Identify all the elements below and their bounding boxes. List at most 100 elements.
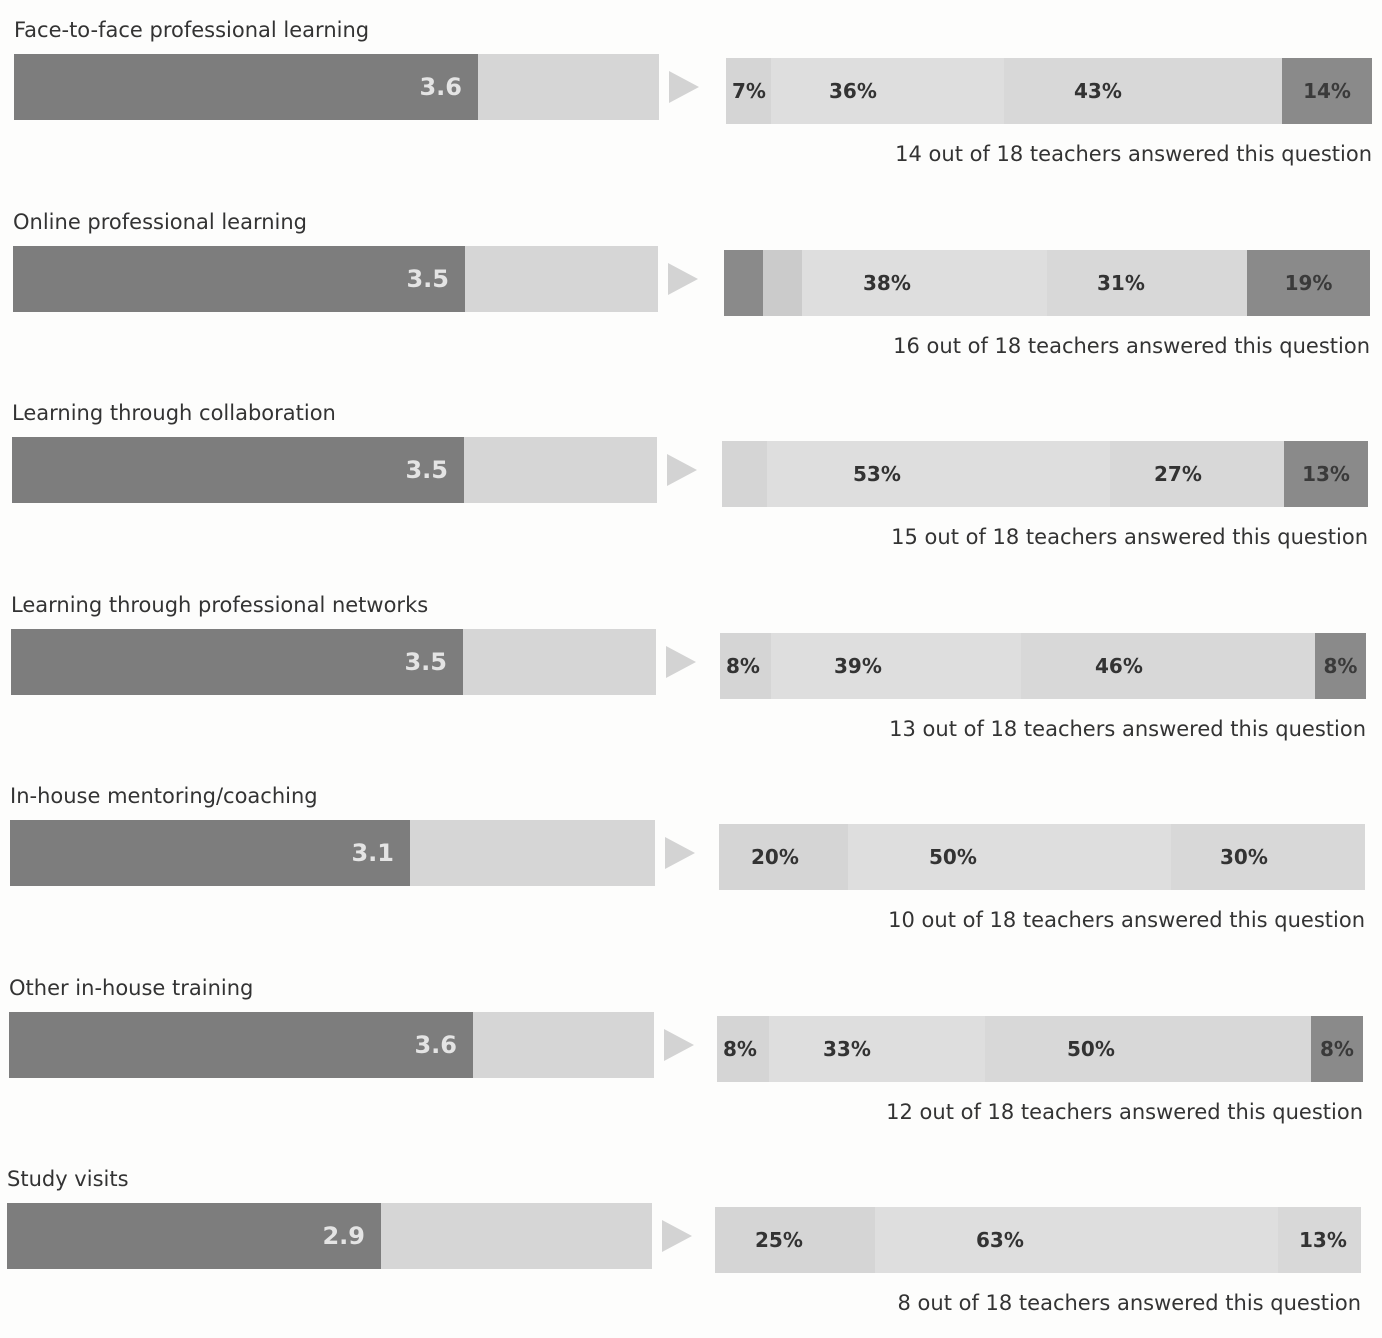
distribution-segment <box>769 1016 985 1082</box>
distribution-segment <box>848 824 1171 890</box>
distribution-segment <box>719 824 848 890</box>
score-bar <box>14 54 478 120</box>
segment-label: 8% <box>1323 654 1358 678</box>
distribution-bar: 25% 63% 13% <box>715 1207 1361 1273</box>
segment-label: 19% <box>1284 271 1333 295</box>
arrow-icon <box>665 837 695 869</box>
score-bar-track: 3.5 <box>13 246 658 312</box>
distribution-segment <box>767 441 1110 507</box>
score-value-label: 3.5 <box>404 648 447 676</box>
distribution-segment <box>717 1016 769 1082</box>
distribution-segment <box>1282 58 1372 124</box>
distribution-segment <box>1110 441 1284 507</box>
arrow-icon <box>669 71 699 103</box>
segment-label: 33% <box>823 1037 871 1061</box>
distribution-bar: 8% 33% 50% 8% <box>717 1016 1363 1082</box>
distribution-bar: 8% 39% 46% 8% <box>720 633 1366 699</box>
answered-count-note: 10 out of 18 teachers answered this ques… <box>888 908 1365 932</box>
distribution-segment <box>875 1207 1278 1273</box>
segment-label: 13% <box>1299 1228 1347 1252</box>
chart-row: Other in-house training 3.6 8% 33% 50% 8% 12 o… <box>0 958 1382 1138</box>
score-value-label: 2.9 <box>322 1222 365 1250</box>
distribution-segment <box>720 633 771 699</box>
chart-row: Face-to-face professional learning 3.6 7% 3… <box>0 0 1382 180</box>
distribution-segment <box>1284 441 1368 507</box>
distribution-segment <box>1021 633 1315 699</box>
distribution-segment <box>722 441 767 507</box>
distribution-segment <box>771 58 1004 124</box>
distribution-segment <box>724 250 763 316</box>
segment-label: 27% <box>1154 462 1202 486</box>
segment-label: 50% <box>929 845 977 869</box>
score-bar <box>12 437 464 503</box>
row-title: In-house mentoring/coaching <box>10 784 318 808</box>
arrow-icon <box>666 646 696 678</box>
segment-label: 43% <box>1074 79 1122 103</box>
segment-label: 25% <box>755 1228 803 1252</box>
arrow-icon <box>662 1220 692 1252</box>
segment-label: 36% <box>829 79 877 103</box>
distribution-segment <box>715 1207 875 1273</box>
chart-row: Study visits 2.9 25% 63% 13% 8 out of 18 teac… <box>0 1149 1382 1329</box>
segment-label: 8% <box>726 654 760 678</box>
score-bar-track: 2.9 <box>7 1203 652 1269</box>
answered-count-note: 8 out of 18 teachers answered this quest… <box>897 1291 1362 1315</box>
row-title: Other in-house training <box>9 976 254 1000</box>
distribution-segment <box>771 633 1021 699</box>
score-bar <box>11 629 463 695</box>
distribution-segment <box>802 250 1047 316</box>
chart-row: Learning through collaboration 3.5 53% 27% 1… <box>0 383 1382 563</box>
row-title: Study visits <box>7 1167 129 1191</box>
segment-label: 20% <box>751 845 799 869</box>
score-bar-track: 3.5 <box>11 629 656 695</box>
segment-label: 14% <box>1303 79 1351 103</box>
distribution-segment <box>1047 250 1247 316</box>
row-title: Face-to-face professional learning <box>14 18 370 42</box>
row-title: Online professional learning <box>13 210 307 234</box>
chart-row: Online professional learning 3.5 38% 31% 19%… <box>0 192 1382 372</box>
segment-label: 13% <box>1302 462 1350 486</box>
segment-label: 46% <box>1095 654 1143 678</box>
distribution-segment <box>726 58 771 124</box>
score-value-label: 3.1 <box>351 839 394 867</box>
segment-label: 39% <box>834 654 882 678</box>
score-bar <box>7 1203 381 1269</box>
distribution-bar: 7% 36% 43% 14% <box>726 58 1372 124</box>
answered-count-note: 16 out of 18 teachers answered this ques… <box>893 334 1370 358</box>
score-bar <box>10 820 410 886</box>
segment-label: 50% <box>1067 1037 1115 1061</box>
distribution-bar: 53% 27% 13% <box>722 441 1368 507</box>
score-bar <box>9 1012 473 1078</box>
arrow-icon <box>667 454 697 486</box>
score-value-label: 3.5 <box>406 265 449 293</box>
answered-count-note: 12 out of 18 teachers answered this ques… <box>886 1100 1363 1124</box>
row-title: Learning through professional networks <box>11 593 429 617</box>
chart-row: Learning through professional networks 3.… <box>0 575 1382 755</box>
distribution-segment <box>1247 250 1370 316</box>
segment-label: 8% <box>723 1037 757 1061</box>
segment-label: 7% <box>732 79 766 103</box>
distribution-bar: 38% 31% 19% <box>724 250 1370 316</box>
distribution-segment <box>985 1016 1311 1082</box>
distribution-segment <box>1004 58 1282 124</box>
segment-label: 8% <box>1320 1037 1354 1061</box>
score-bar-track: 3.6 <box>9 1012 654 1078</box>
segment-label: 63% <box>976 1228 1024 1252</box>
segment-label: 53% <box>853 462 901 486</box>
arrow-icon <box>668 263 698 295</box>
segment-label: 38% <box>863 271 911 295</box>
segment-label: 30% <box>1220 845 1268 869</box>
score-value-label: 3.6 <box>419 73 462 101</box>
score-value-label: 3.5 <box>405 456 448 484</box>
distribution-segment <box>1171 824 1365 890</box>
arrow-icon <box>664 1029 694 1061</box>
distribution-segment <box>1315 633 1366 699</box>
distribution-segment <box>1311 1016 1363 1082</box>
distribution-segment <box>1278 1207 1361 1273</box>
chart-row: In-house mentoring/coaching 3.1 20% 50% 30% 1… <box>0 766 1382 946</box>
segment-label: 31% <box>1097 271 1145 295</box>
answered-count-note: 14 out of 18 teachers answered this ques… <box>895 142 1372 166</box>
score-bar-track: 3.1 <box>10 820 655 886</box>
answered-count-note: 15 out of 18 teachers answered this ques… <box>891 525 1368 549</box>
